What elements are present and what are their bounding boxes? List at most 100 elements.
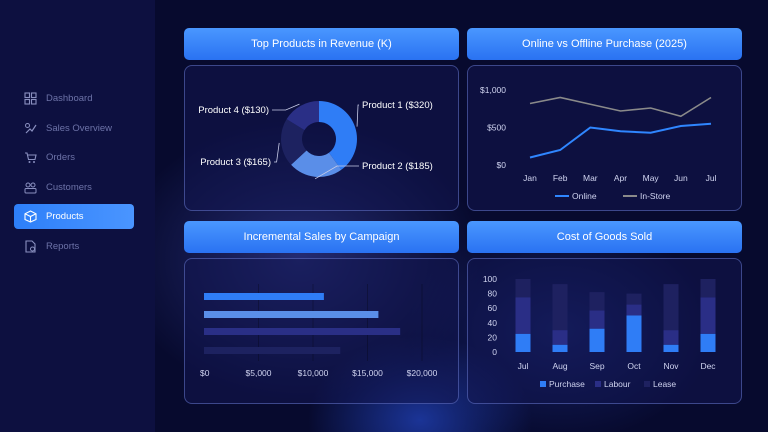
x-tick-label: $10,000 (298, 368, 329, 378)
cogs-chart: 0 20 40 60 80 100 Jul Aug Sep Oct Nov Dec Purchase La… (483, 274, 716, 389)
sidebar-item-label: Customers (46, 181, 92, 193)
stacked-bar-purchase (552, 344, 568, 352)
campaign-bar (204, 293, 324, 300)
x-tick-label: Jul (518, 361, 529, 371)
online-offline-panel: $0 $500 $1,000 Jan Feb Mar Apr May Jun Jul Online I… (467, 65, 742, 211)
pie-leader-line (272, 103, 300, 111)
stacked-bar-labour (589, 310, 605, 329)
y-tick-label: 80 (488, 289, 498, 299)
stacked-bar-labour (626, 304, 642, 316)
x-tick-label: Jul (706, 173, 717, 183)
top-products-chart: Product 1 ($320) Product 2 ($185) Product … (198, 100, 433, 180)
x-tick-label: Dec (700, 361, 716, 371)
online-offline-header: Online vs Offline Purchase (2025) (467, 28, 742, 60)
pie-label: Product 1 ($320) (362, 100, 433, 111)
x-tick-label: Jan (523, 173, 537, 183)
legend-swatch (540, 381, 546, 387)
sidebar-item-products[interactable]: Products (14, 204, 134, 229)
pie-slice (319, 101, 357, 170)
legend-label: Lease (653, 379, 676, 389)
y-tick-label: $0 (497, 160, 507, 170)
y-tick-label: 40 (488, 318, 498, 328)
x-tick-label: Nov (663, 361, 679, 371)
pie-leader-line (274, 142, 280, 163)
y-tick-label: $500 (487, 123, 506, 133)
legend-label: In-Store (640, 191, 671, 201)
stacked-bar-purchase (589, 328, 605, 352)
stacked-bar-lease (515, 279, 531, 298)
top-products-title: Top Products in Revenue (K) (251, 38, 392, 50)
sidebar-item-customers[interactable]: Customers (14, 175, 134, 200)
x-tick-label: Mar (583, 173, 598, 183)
x-tick-label: Feb (553, 173, 568, 183)
stacked-bar-labour (663, 330, 679, 345)
users-icon (23, 180, 37, 194)
stacked-bar-labour (700, 297, 716, 334)
series-line-online (529, 122, 712, 159)
sales-icon (23, 121, 37, 135)
sidebar-item-reports[interactable]: Reports (14, 234, 134, 259)
pie-label: Product 4 ($130) (198, 105, 269, 116)
sidebar-item-orders[interactable]: Orders (14, 145, 134, 170)
campaign-bar (204, 347, 341, 354)
top-products-header: Top Products in Revenue (K) (184, 28, 459, 60)
stacked-bar-lease (589, 292, 605, 311)
stacked-bar-purchase (515, 333, 531, 352)
sidebar-item-label: Dashboard (46, 93, 93, 104)
stacked-bar-purchase (626, 315, 642, 352)
incremental-panel: $0 $5,000 $10,000 $15,000 $20,000 (184, 258, 459, 404)
sidebar-nav: Dashboard Sales Overview Orders Customer… (14, 86, 134, 263)
stacked-bar-lease (663, 284, 679, 331)
y-tick-label: 0 (492, 347, 497, 357)
x-tick-label: $0 (200, 368, 210, 378)
legend-label: Online (572, 191, 597, 201)
cogs-header: Cost of Goods Sold (467, 221, 742, 253)
pie-leader-line (356, 104, 359, 127)
campaign-bar (204, 311, 379, 318)
grid-icon (23, 92, 37, 106)
cart-icon (23, 151, 37, 165)
stacked-bar-purchase (663, 344, 679, 352)
pie-leader-line (314, 165, 359, 180)
x-tick-label: Sep (589, 361, 604, 371)
cogs-title: Cost of Goods Sold (556, 231, 653, 243)
legend-label: Purchase (549, 379, 585, 389)
y-tick-label: 20 (488, 332, 498, 342)
online-offline-title: Online vs Offline Purchase (2025) (522, 38, 687, 50)
stacked-bar-lease (552, 284, 568, 331)
sidebar-item-label: Orders (46, 152, 76, 163)
x-tick-label: May (643, 173, 660, 183)
pie-slice (281, 119, 307, 165)
sidebar-item-label: Products (46, 211, 84, 222)
pie-slice (286, 101, 319, 131)
online-offline-chart: $0 $500 $1,000 Jan Feb Mar Apr May Jun Jul Online I… (480, 85, 717, 201)
incremental-chart: $0 $5,000 $10,000 $15,000 $20,000 (200, 284, 438, 378)
sidebar-item-label: Reports (46, 240, 80, 252)
stacked-bar-labour (552, 330, 568, 345)
y-tick-label: 60 (488, 303, 498, 313)
x-tick-label: Apr (614, 173, 627, 183)
stacked-bar-lease (700, 279, 716, 298)
x-tick-label: $20,000 (407, 368, 438, 378)
x-tick-label: Aug (552, 361, 567, 371)
sidebar: Dashboard Sales Overview Orders Customer… (0, 0, 155, 432)
sidebar-item-label: Sales Overview (46, 122, 112, 134)
stacked-bar-lease (626, 293, 642, 305)
legend-swatch (595, 381, 601, 387)
campaign-bar (204, 328, 401, 335)
x-tick-label: $15,000 (352, 368, 383, 378)
pie-label: Product 3 ($165) (200, 157, 271, 168)
sidebar-item-sales-overview[interactable]: Sales Overview (14, 116, 134, 141)
x-tick-label: Oct (627, 361, 641, 371)
pie-label: Product 2 ($185) (362, 161, 433, 172)
y-tick-label: $1,000 (480, 85, 506, 95)
stacked-bar-labour (515, 297, 531, 334)
y-tick-label: 100 (483, 274, 497, 284)
x-tick-label: $5,000 (246, 368, 272, 378)
incremental-title: Incremental Sales by Campaign (243, 231, 400, 243)
sidebar-item-dashboard[interactable]: Dashboard (14, 86, 134, 111)
top-products-panel: Product 1 ($320) Product 2 ($185) Product … (184, 65, 459, 211)
box-icon (23, 210, 37, 224)
series-line-in-store (529, 96, 712, 118)
